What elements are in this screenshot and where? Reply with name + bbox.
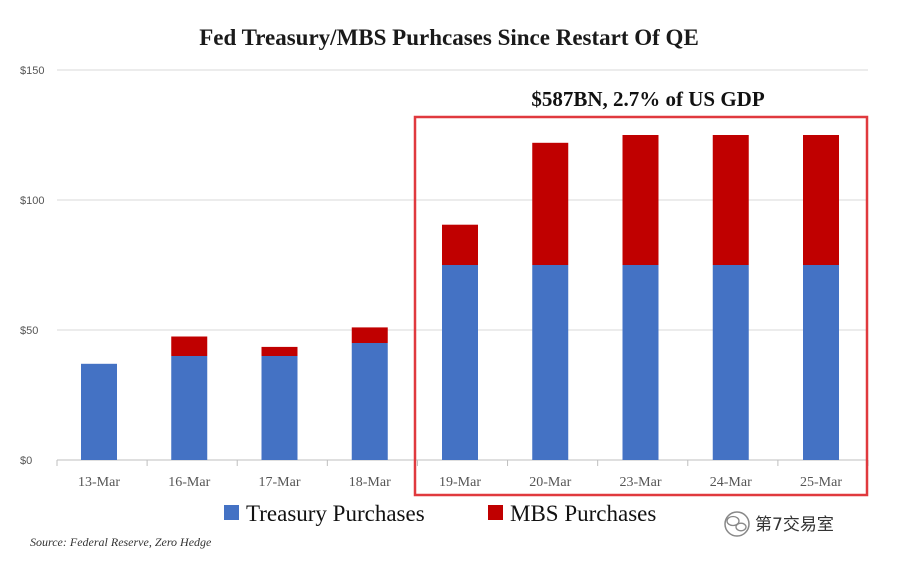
- x-tick-label: 25-Mar: [800, 475, 842, 490]
- chart-title: Fed Treasury/MBS Purhcases Since Restart…: [199, 25, 699, 50]
- y-tick-label: $100: [20, 195, 44, 207]
- watermark-text: 第7交易室: [755, 515, 834, 535]
- bar-treasury: [261, 356, 298, 460]
- y-tick-label: $50: [20, 325, 38, 337]
- bar-treasury: [351, 343, 388, 460]
- legend-label-mbs: MBS Purchases: [510, 501, 656, 526]
- legend: Treasury Purchases MBS Purchases: [224, 501, 656, 526]
- bar-mbs: [351, 327, 388, 343]
- y-axis-ticks: $0 $50 $100 $150: [20, 65, 44, 467]
- bars: [81, 135, 839, 460]
- bar-treasury: [532, 265, 569, 460]
- bar-treasury: [442, 265, 478, 460]
- x-tick-label: 16-Mar: [168, 475, 210, 490]
- x-tick-label: 18-Mar: [349, 475, 391, 490]
- x-tick-label: 20-Mar: [529, 475, 571, 490]
- x-axis-ticks: 13-Mar 16-Mar 17-Mar 18-Mar 19-Mar 20-Mar 23-M…: [56, 460, 869, 490]
- bar-mbs: [442, 224, 478, 265]
- bar-treasury: [712, 265, 749, 460]
- bar-treasury: [81, 363, 117, 460]
- legend-swatch-mbs: [488, 505, 503, 520]
- bar-mbs: [622, 135, 659, 265]
- bar-mbs: [712, 135, 749, 265]
- bar-mbs: [532, 142, 569, 265]
- highlight-box: [413, 115, 869, 497]
- bar-treasury: [171, 356, 208, 460]
- x-tick-label: 23-Mar: [620, 475, 662, 490]
- x-tick-label: 19-Mar: [439, 475, 481, 490]
- bar-mbs: [803, 135, 839, 265]
- wechat-icon: [724, 511, 750, 537]
- y-tick-label: $150: [20, 65, 44, 77]
- legend-label-treasury: Treasury Purchases: [246, 501, 425, 526]
- bar-treasury: [803, 265, 839, 460]
- bar-mbs: [171, 336, 208, 356]
- annotation-text: $587BN, 2.7% of US GDP: [531, 87, 765, 111]
- watermark: 第7交易室: [724, 511, 834, 537]
- y-tick-label: $0: [20, 455, 32, 467]
- legend-swatch-treasury: [224, 505, 239, 520]
- bar-treasury: [622, 265, 659, 460]
- x-tick-label: 17-Mar: [259, 475, 301, 490]
- x-tick-label: 13-Mar: [78, 475, 120, 490]
- source-note: Source: Federal Reserve, Zero Hedge: [30, 535, 212, 549]
- x-tick-label: 24-Mar: [710, 475, 752, 490]
- bar-mbs: [261, 346, 298, 356]
